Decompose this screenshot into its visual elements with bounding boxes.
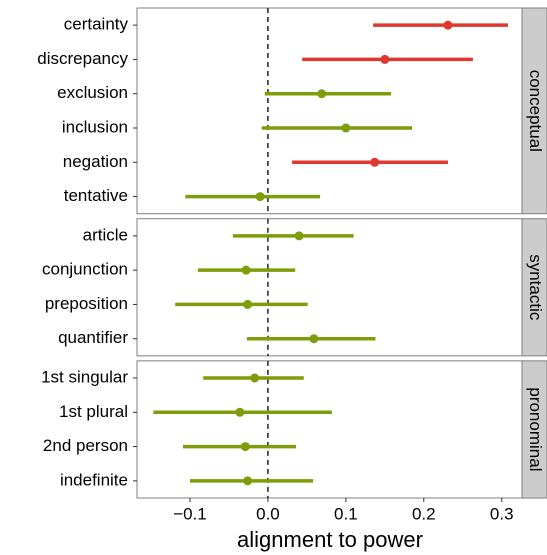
x-tick-label: −0.1: [173, 504, 207, 523]
strip-label: conceptual: [526, 70, 545, 152]
point: [255, 192, 265, 202]
point: [341, 123, 351, 133]
y-tick-label: exclusion: [57, 83, 128, 102]
y-tick-label: article: [83, 225, 128, 244]
point: [309, 334, 319, 344]
y-tick-label: 1st singular: [41, 367, 128, 386]
x-tick-label: 0.2: [412, 504, 436, 523]
y-tick-label: tentative: [64, 186, 128, 205]
point: [243, 476, 253, 486]
x-tick-label: 0.1: [334, 504, 358, 523]
y-tick-label: quantifier: [58, 328, 128, 347]
x-axis-label: alignment to power: [237, 527, 423, 552]
y-tick-label: certainty: [64, 15, 129, 34]
y-tick-label: negation: [63, 152, 128, 171]
panel: [136, 218, 523, 357]
strip: [521, 218, 547, 357]
x-tick-label: 0.3: [490, 504, 514, 523]
point: [443, 20, 453, 30]
y-tick-label: indefinite: [60, 470, 128, 489]
strip: [521, 7, 547, 215]
point: [317, 89, 327, 99]
y-tick-label: inclusion: [62, 117, 128, 136]
point: [294, 231, 304, 241]
point: [380, 54, 390, 64]
point: [241, 265, 251, 275]
point: [243, 299, 253, 309]
y-tick-label: 2nd person: [43, 436, 128, 455]
strip: [521, 360, 547, 499]
point: [370, 157, 380, 167]
panel: [136, 360, 523, 499]
y-tick-label: 1st plural: [59, 402, 128, 421]
y-tick-label: preposition: [45, 294, 128, 313]
y-tick-label: conjunction: [42, 260, 128, 279]
point: [240, 442, 250, 452]
point: [250, 373, 260, 383]
strip-label: pronominal: [526, 387, 545, 471]
strip-label: syntactic: [526, 254, 545, 321]
x-tick-label: 0.0: [256, 504, 280, 523]
point: [235, 407, 245, 417]
panel: [136, 7, 523, 215]
y-tick-label: discrepancy: [37, 49, 128, 68]
